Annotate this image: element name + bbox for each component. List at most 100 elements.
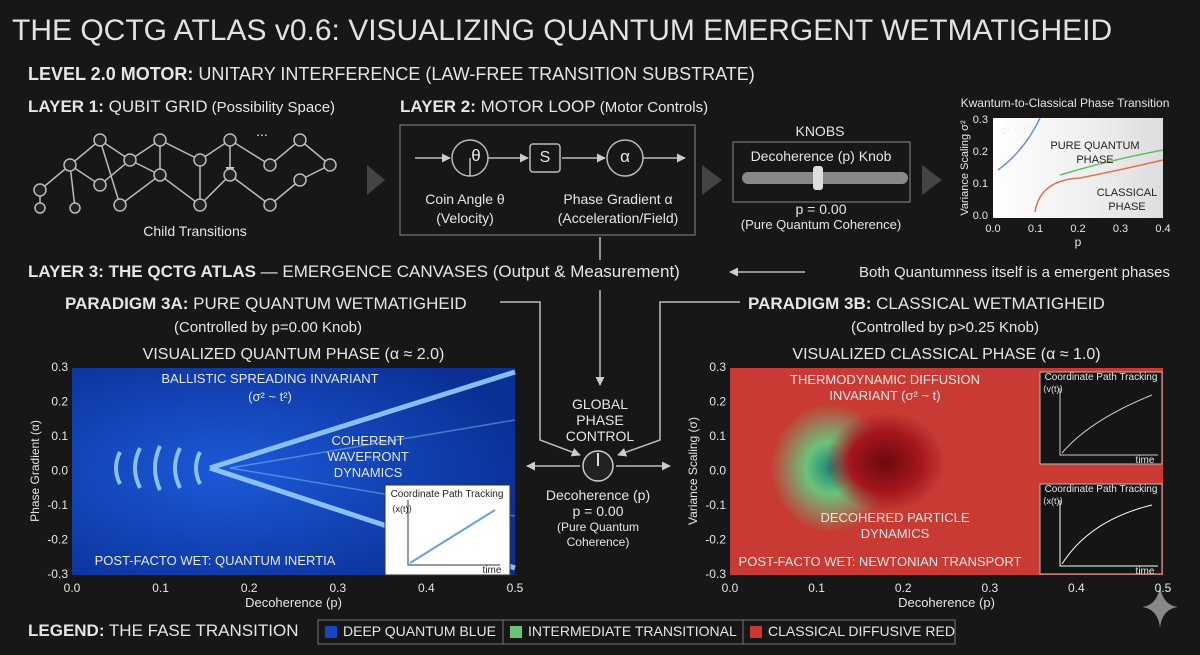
layer-heading: MOTOR LOOP — [476, 97, 596, 116]
inset-title: Coordinate Path Tracking — [1045, 484, 1158, 495]
note: Both Quantumness itself is a emergent ph… — [859, 264, 1170, 281]
inset-x-label: time — [483, 565, 502, 576]
panel-title: VISUALIZED CLASSICAL PHASE (α ≈ 1.0) — [792, 346, 1100, 363]
y-tick-label: 0.3 — [51, 360, 68, 374]
connectors — [500, 237, 805, 471]
center-sub: Coherence) — [567, 535, 630, 549]
center-title: GLOBAL — [572, 396, 628, 412]
panel-annotation: DECOHERED PARTICLE — [820, 510, 969, 525]
mini-annotation: PHASE — [1108, 201, 1145, 213]
y-tick-label: 0.0 — [709, 464, 726, 478]
legend-item: CLASSICAL DIFFUSIVE RED — [768, 623, 955, 639]
panel-annotation: DECOHERED PARTICLE — [820, 510, 969, 525]
mini-annotation: PHASE — [1108, 201, 1145, 213]
level-heading: UNITARY INTERFERENCE (LAW-FREE TRANSITIO… — [193, 64, 754, 84]
x-axis-label: Decoherence (p) — [245, 595, 342, 610]
slider-track — [742, 172, 908, 184]
layer-heading: LAYER 1: QUBIT GRID (Possibility Space) — [28, 97, 335, 116]
paradigm-heading: PARADIGM 3B: — [748, 294, 871, 313]
x-tick-label: 0.1 — [808, 581, 825, 595]
mini-x-tick: 0.3 — [1113, 223, 1128, 235]
note: Both Quantumness itself is a emergent ph… — [859, 264, 1170, 281]
inset-title: Coordinate Path Tracking — [1045, 372, 1158, 383]
mini-x-tick: 0.1 — [1028, 223, 1043, 235]
symbol: α — [620, 147, 630, 166]
paradigm-sub: (Controlled by p=0.00 Knob) — [174, 319, 362, 336]
y-tick-label: 0.3 — [709, 360, 726, 374]
mini-y-tick: 0.2 — [973, 146, 988, 158]
panel-annotation: INVARIANT (σ² ~ t) — [829, 388, 940, 403]
x-tick-label: 0.4 — [1068, 581, 1085, 595]
x-tick-label: 0.3 — [981, 581, 998, 595]
y-axis-label: Variance Scaling (σ) — [686, 417, 700, 525]
panel-annotation: POST-FACTO WET: QUANTUM INERTIA — [95, 553, 336, 568]
motor-box — [399, 124, 696, 236]
caption: Child Transitions — [143, 223, 247, 239]
y-axis-label: Phase Gradient (α) — [28, 420, 42, 522]
mini-x-tick: 0.2 — [1070, 223, 1085, 235]
inset-y-label: ⟨x(t)⟩ — [1043, 496, 1063, 506]
mini-x-label: p — [1075, 235, 1082, 249]
x-tick-label: 0.2 — [241, 581, 258, 595]
paradigm-heading: PARADIGM 3A: — [65, 294, 188, 313]
slider-handle[interactable] — [813, 166, 823, 190]
panel-annotation: (σ² ~ t²) — [248, 389, 292, 404]
mini-curves — [997, 117, 1164, 213]
symbol: θ — [471, 146, 480, 165]
center-title: PHASE — [576, 412, 623, 428]
inset-b1-axes — [1059, 388, 1158, 456]
panel-annotation: COHERENT — [332, 433, 405, 448]
panel-annotation: (σ² ~ t²) — [248, 389, 292, 404]
legend-swatch — [750, 626, 762, 638]
motor-loop — [415, 139, 686, 177]
inset-y-label: ⟨x(t)⟩ — [392, 504, 412, 514]
mini-x-tick: 0.4 — [1155, 223, 1170, 235]
paradigm-sub: (Controlled by p>0.25 Knob) — [851, 319, 1039, 336]
y-tick-label: 0.3 — [709, 360, 726, 374]
legend-swatch — [510, 626, 522, 638]
paradigm-heading: PARADIGM 3A: PURE QUANTUM WETMATIGHEID — [65, 294, 467, 313]
knob-value: p = 0.00 — [796, 201, 847, 217]
knob-value: p = 0.00 — [796, 201, 847, 217]
y-tick-label: 0.3 — [51, 360, 68, 374]
mini-y-tick: 0.0 — [973, 210, 988, 222]
caption: Child Transitions — [143, 223, 247, 239]
x-tick-label: 0.2 — [241, 581, 258, 595]
legend-item: INTERMEDIATE TRANSITIONAL — [528, 623, 737, 639]
mini-annotation: CLASSICAL — [1097, 187, 1158, 199]
symbol: α — [620, 147, 630, 166]
y-tick-label: 0.2 — [709, 395, 726, 409]
x-axis-label: Decoherence (p) — [898, 595, 995, 610]
legend-item: DEEP QUANTUM BLUE — [343, 623, 496, 639]
legend-item: INTERMEDIATE TRANSITIONAL — [528, 623, 737, 639]
legend-swatch — [325, 626, 337, 638]
y-tick-label: 0.1 — [709, 429, 726, 443]
x-tick-label: 0.3 — [329, 581, 346, 595]
layer-heading: (Motor Controls) — [596, 99, 709, 116]
x-tick-label: 0.2 — [895, 581, 912, 595]
y-tick-label: 0.0 — [51, 464, 68, 478]
chevrons — [367, 165, 942, 195]
paradigm-heading: PURE QUANTUM WETMATIGHEID — [188, 294, 466, 313]
mini-x-tick: 0.4 — [1155, 223, 1170, 235]
inset-y-label: ⟨x(t)⟩ — [392, 504, 412, 514]
mini-x-tick: 0.2 — [1070, 223, 1085, 235]
layer-heading: LAYER 2: MOTOR LOOP (Motor Controls) — [400, 97, 708, 116]
x-tick-label: 0.1 — [152, 581, 169, 595]
panel-title: VISUALIZED QUANTUM PHASE (α ≈ 2.0) — [143, 346, 445, 363]
x-tick-label: 0.1 — [152, 581, 169, 595]
panel-annotation: DYNAMICS — [861, 526, 930, 541]
center-title: GLOBAL — [572, 396, 628, 412]
y-tick-label: 0.2 — [51, 395, 68, 409]
control-label: (Velocity) — [436, 210, 494, 226]
mini-title: Kwantum-to-Classical Phase Transition — [961, 96, 1170, 110]
mini-y-label: Variance Scaling σ² — [959, 120, 971, 216]
panel-annotation: BALLISTIC SPREADING INVARIANT — [161, 371, 378, 386]
y-tick-label: 0.0 — [709, 464, 726, 478]
panel-annotation: POST-FACTO WET: NEWTONIAN TRANSPORT — [739, 554, 1022, 569]
mini-plot — [993, 118, 1163, 218]
mini-x-label: p — [1075, 235, 1082, 249]
mini-annotation: σ² ~ t² — [1000, 125, 1030, 137]
mini-y-tick: 0.3 — [973, 114, 988, 126]
